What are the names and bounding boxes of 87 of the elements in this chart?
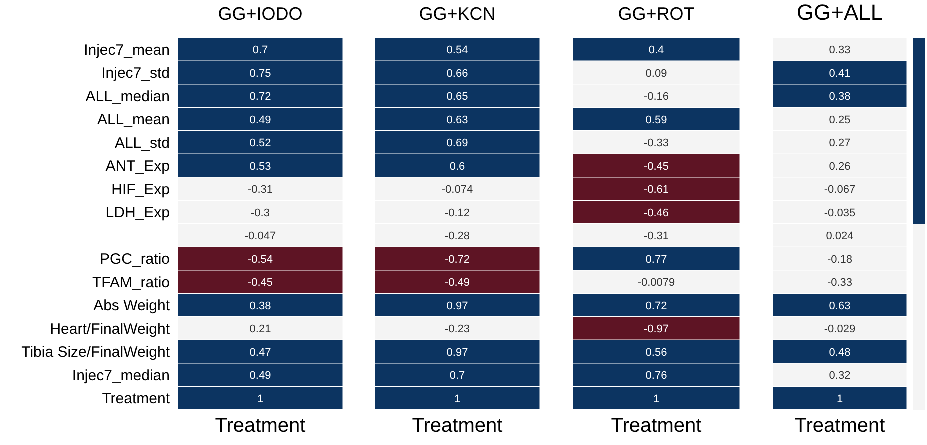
data-label: 0.38 bbox=[250, 300, 272, 312]
data-label: -0.54 bbox=[248, 254, 274, 266]
y-tick-label: PGC_ratio bbox=[100, 251, 170, 268]
data-label: -0.067 bbox=[824, 184, 856, 196]
y-tick-label: Injec7_mean bbox=[84, 42, 170, 59]
data-label: -0.23 bbox=[444, 324, 470, 336]
data-label: 1 bbox=[454, 393, 461, 406]
data-label: 0.49 bbox=[250, 370, 272, 382]
data-label: -0.12 bbox=[444, 207, 470, 220]
data-label: 0.6 bbox=[450, 160, 466, 173]
data-label: 0.56 bbox=[646, 346, 668, 359]
data-label: -0.18 bbox=[827, 254, 853, 266]
y-tick-label: ANT_Exp bbox=[106, 158, 170, 176]
x-axis-title: Treatment bbox=[214, 415, 307, 438]
data-label: 0.32 bbox=[829, 370, 851, 382]
data-label: -0.074 bbox=[442, 184, 474, 196]
data-label: -0.31 bbox=[644, 230, 670, 242]
data-label: 0.65 bbox=[446, 91, 468, 103]
data-label: 0.7 bbox=[252, 44, 268, 56]
data-label: -0.49 bbox=[444, 277, 470, 289]
data-label: -0.16 bbox=[644, 91, 670, 103]
y-tick-label: Injec7_median bbox=[72, 367, 170, 384]
data-label: 0.4 bbox=[648, 44, 664, 56]
data-label: -0.047 bbox=[244, 230, 276, 242]
y-tick-label: HIF_Exp bbox=[112, 181, 170, 198]
data-label: -0.61 bbox=[644, 184, 670, 196]
data-label: 0.48 bbox=[829, 346, 851, 359]
data-label: -0.029 bbox=[824, 324, 856, 336]
data-label: 0.38 bbox=[829, 91, 851, 103]
data-label: -0.035 bbox=[824, 207, 856, 220]
text: Treatment bbox=[412, 415, 503, 437]
data-label: -0.45 bbox=[644, 160, 670, 173]
data-label: 0.72 bbox=[250, 91, 272, 103]
data-label: 1 bbox=[836, 393, 844, 406]
data-label: 0.59 bbox=[646, 114, 668, 126]
data-label: 0.69 bbox=[446, 138, 468, 150]
data-label: 0.53 bbox=[250, 160, 272, 173]
y-tick-label: ALL_mean bbox=[97, 112, 170, 129]
data-label: 0.49 bbox=[250, 114, 272, 126]
data-label: -0.33 bbox=[827, 277, 853, 289]
data-label: 0.21 bbox=[250, 324, 272, 336]
data-label: 0.97 bbox=[446, 346, 468, 359]
data-label: -0.0079 bbox=[638, 277, 676, 289]
y-tick-label: TFAM_ratio bbox=[92, 274, 170, 292]
x-tick-label: GG+ALL bbox=[796, 0, 884, 26]
data-label: -0.72 bbox=[444, 254, 470, 266]
data-label: 0.25 bbox=[829, 114, 851, 126]
y-tick-label: ALL_median bbox=[86, 88, 170, 106]
y-tick-label: LDH_Exp bbox=[106, 204, 170, 222]
data-label: -0.97 bbox=[644, 324, 670, 336]
data-label: 0.63 bbox=[446, 114, 468, 126]
data-label: 0.75 bbox=[250, 68, 272, 80]
data-label: 0.7 bbox=[450, 370, 466, 382]
data-label: -0.45 bbox=[248, 277, 274, 289]
data-label: 1 bbox=[653, 393, 660, 406]
data-label: -0.31 bbox=[248, 184, 274, 196]
data-label: 0.97 bbox=[446, 300, 468, 312]
data-label: 0.77 bbox=[646, 254, 668, 266]
data-label: 0.09 bbox=[646, 68, 668, 80]
x-tick-label: GG+IODO bbox=[217, 4, 304, 25]
data-label: 0.52 bbox=[250, 138, 272, 150]
data-label: 0.41 bbox=[829, 68, 851, 80]
y-tick-label: Heart/FinalWeight bbox=[50, 320, 171, 338]
text: Treatment bbox=[611, 415, 702, 437]
data-label: 0.47 bbox=[250, 346, 272, 359]
data-label: 0.72 bbox=[646, 300, 668, 312]
data-label: 0.76 bbox=[646, 370, 668, 382]
y-tick-label: Abs Weight bbox=[94, 298, 171, 315]
y-tick-label: ALL_std bbox=[114, 134, 170, 152]
data-label: 0.54 bbox=[446, 44, 468, 56]
x-tick-label: GG+KCN bbox=[418, 4, 497, 25]
data-label: 1 bbox=[257, 393, 264, 406]
data-label: -0.28 bbox=[444, 230, 470, 242]
data-label: 0.27 bbox=[829, 138, 851, 150]
x-tick-label: GG+ROT bbox=[617, 4, 696, 25]
data-label: 0.66 bbox=[446, 68, 468, 80]
data-label: -0.3 bbox=[251, 207, 270, 220]
data-label: 0.024 bbox=[826, 230, 854, 242]
data-label: 0.33 bbox=[829, 44, 851, 56]
data-label: -0.46 bbox=[644, 207, 670, 220]
y-tick-label: Treatment bbox=[102, 390, 171, 408]
text: Treatment bbox=[794, 415, 886, 437]
data-label: -0.33 bbox=[644, 138, 670, 150]
y-tick-label: Injec7_std bbox=[102, 65, 170, 82]
data-label: 0.63 bbox=[829, 300, 851, 312]
data-label: 0.26 bbox=[829, 160, 851, 173]
y-tick-label: Tibia Size/FinalWeight bbox=[22, 344, 171, 362]
